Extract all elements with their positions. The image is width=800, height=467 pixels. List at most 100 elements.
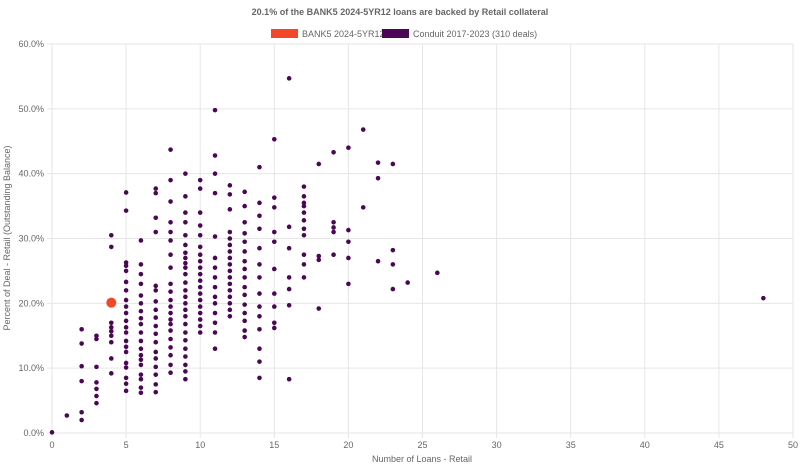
- conduit-data-point[interactable]: [183, 242, 188, 248]
- conduit-data-point[interactable]: [168, 345, 173, 350]
- conduit-data-point[interactable]: [360, 205, 366, 210]
- conduit-data-point[interactable]: [227, 288, 233, 293]
- conduit-data-point[interactable]: [153, 349, 159, 355]
- conduit-data-point[interactable]: [138, 293, 144, 298]
- conduit-data-point[interactable]: [242, 334, 247, 340]
- conduit-data-point[interactable]: [79, 417, 84, 423]
- conduit-data-point[interactable]: [301, 226, 307, 232]
- conduit-data-point[interactable]: [331, 229, 336, 235]
- conduit-data-point[interactable]: [301, 232, 307, 238]
- conduit-data-point[interactable]: [197, 284, 203, 290]
- conduit-data-point[interactable]: [212, 320, 218, 326]
- conduit-data-point[interactable]: [183, 301, 188, 306]
- conduit-data-point[interactable]: [183, 260, 188, 266]
- conduit-data-point[interactable]: [168, 177, 173, 183]
- conduit-data-point[interactable]: [197, 186, 203, 191]
- conduit-data-point[interactable]: [123, 208, 129, 213]
- conduit-data-point[interactable]: [138, 362, 144, 368]
- conduit-data-point[interactable]: [138, 357, 144, 363]
- conduit-data-point[interactable]: [301, 252, 307, 258]
- conduit-data-point[interactable]: [153, 331, 159, 337]
- conduit-data-point[interactable]: [94, 400, 99, 406]
- conduit-data-point[interactable]: [153, 190, 159, 196]
- conduit-data-point[interactable]: [227, 281, 233, 287]
- conduit-data-point[interactable]: [153, 315, 159, 320]
- conduit-data-point[interactable]: [227, 207, 233, 212]
- conduit-data-point[interactable]: [168, 297, 173, 303]
- conduit-data-point[interactable]: [346, 239, 351, 245]
- conduit-data-point[interactable]: [94, 364, 99, 370]
- conduit-data-point[interactable]: [138, 321, 144, 327]
- conduit-data-point[interactable]: [212, 190, 218, 196]
- conduit-data-point[interactable]: [212, 346, 218, 352]
- conduit-data-point[interactable]: [123, 325, 129, 330]
- conduit-data-point[interactable]: [138, 385, 144, 390]
- conduit-data-point[interactable]: [168, 310, 173, 316]
- conduit-data-point[interactable]: [108, 232, 114, 238]
- conduit-data-point[interactable]: [108, 244, 114, 250]
- conduit-data-point[interactable]: [272, 320, 277, 326]
- conduit-data-point[interactable]: [227, 314, 233, 319]
- conduit-data-point[interactable]: [257, 346, 262, 352]
- conduit-data-point[interactable]: [64, 413, 70, 418]
- conduit-data-point[interactable]: [183, 288, 188, 293]
- conduit-data-point[interactable]: [108, 328, 114, 334]
- conduit-data-point[interactable]: [212, 284, 218, 290]
- conduit-data-point[interactable]: [212, 265, 218, 270]
- conduit-data-point[interactable]: [286, 245, 292, 251]
- conduit-data-point[interactable]: [227, 262, 233, 267]
- conduit-data-point[interactable]: [123, 260, 129, 265]
- conduit-data-point[interactable]: [257, 200, 262, 206]
- bank5-data-point[interactable]: [106, 297, 117, 308]
- conduit-data-point[interactable]: [138, 301, 144, 306]
- conduit-data-point[interactable]: [331, 252, 336, 258]
- conduit-data-point[interactable]: [242, 239, 247, 245]
- data-points[interactable]: [49, 76, 766, 435]
- conduit-data-point[interactable]: [94, 380, 99, 385]
- conduit-data-point[interactable]: [123, 388, 129, 394]
- conduit-data-point[interactable]: [168, 147, 173, 152]
- conduit-data-point[interactable]: [197, 252, 203, 258]
- conduit-data-point[interactable]: [212, 234, 218, 239]
- conduit-data-point[interactable]: [227, 301, 233, 306]
- conduit-data-point[interactable]: [79, 363, 84, 369]
- conduit-data-point[interactable]: [168, 229, 173, 235]
- conduit-data-point[interactable]: [183, 271, 188, 277]
- conduit-data-point[interactable]: [227, 242, 233, 248]
- conduit-data-point[interactable]: [272, 325, 277, 331]
- conduit-data-point[interactable]: [183, 294, 188, 300]
- conduit-data-point[interactable]: [183, 354, 188, 359]
- conduit-data-point[interactable]: [227, 275, 233, 280]
- conduit-data-point[interactable]: [301, 194, 307, 199]
- conduit-data-point[interactable]: [168, 321, 173, 327]
- conduit-data-point[interactable]: [153, 372, 159, 377]
- conduit-data-point[interactable]: [153, 364, 159, 370]
- conduit-data-point[interactable]: [153, 323, 159, 329]
- conduit-data-point[interactable]: [138, 271, 144, 277]
- conduit-data-point[interactable]: [301, 275, 307, 280]
- conduit-data-point[interactable]: [301, 210, 307, 215]
- conduit-data-point[interactable]: [257, 213, 262, 219]
- conduit-data-point[interactable]: [286, 302, 292, 308]
- conduit-data-point[interactable]: [183, 337, 188, 343]
- conduit-data-point[interactable]: [761, 295, 766, 301]
- conduit-data-point[interactable]: [153, 382, 159, 387]
- conduit-data-point[interactable]: [138, 330, 144, 335]
- conduit-data-point[interactable]: [257, 375, 262, 381]
- conduit-data-point[interactable]: [168, 238, 173, 243]
- conduit-data-point[interactable]: [138, 338, 144, 344]
- conduit-data-point[interactable]: [183, 330, 188, 335]
- conduit-data-point[interactable]: [257, 291, 262, 296]
- conduit-data-point[interactable]: [153, 283, 159, 289]
- conduit-data-point[interactable]: [272, 195, 277, 200]
- conduit-data-point[interactable]: [138, 352, 144, 358]
- conduit-data-point[interactable]: [183, 280, 188, 285]
- conduit-data-point[interactable]: [242, 328, 247, 333]
- conduit-data-point[interactable]: [286, 376, 292, 382]
- conduit-data-point[interactable]: [375, 175, 381, 181]
- conduit-data-point[interactable]: [257, 226, 262, 232]
- conduit-data-point[interactable]: [227, 192, 233, 197]
- conduit-data-point[interactable]: [108, 339, 114, 345]
- conduit-data-point[interactable]: [331, 225, 336, 230]
- conduit-data-point[interactable]: [123, 375, 129, 381]
